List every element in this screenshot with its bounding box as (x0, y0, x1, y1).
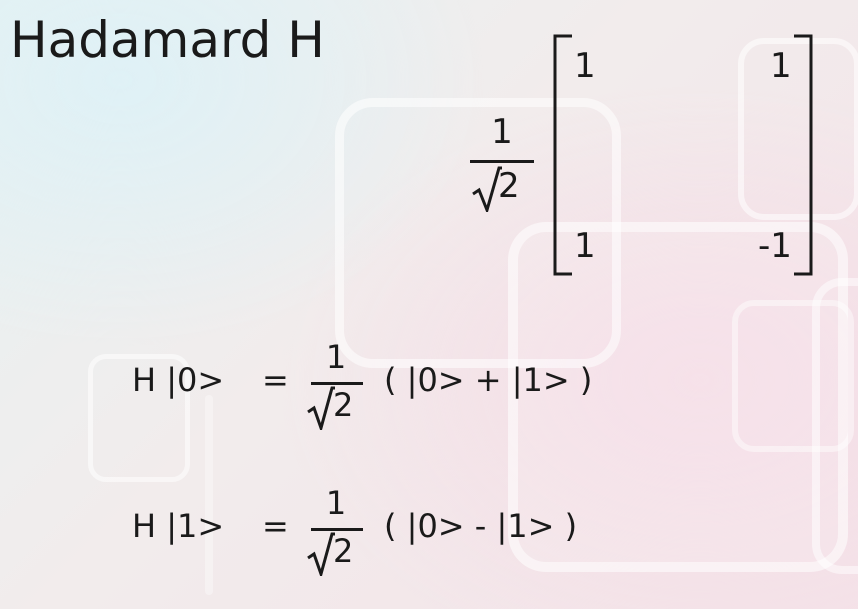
prefactor-radicand: 2 (333, 532, 354, 570)
square-root-icon (472, 166, 502, 212)
equation-2-rhs: ( |0> - |1> ) (384, 507, 578, 545)
equation-1-rhs: ( |0> + |1> ) (384, 361, 593, 399)
equation-2-prefactor: 1 2 (307, 484, 365, 576)
prefactor-radicand: 2 (498, 166, 520, 206)
prefactor-radicand: 2 (333, 386, 354, 424)
decorative-rounded-square (812, 278, 858, 574)
square-root-icon (307, 386, 335, 430)
matrix-cell-r2c1: 1 (574, 226, 596, 266)
equation-1-prefactor: 1 2 (307, 338, 365, 430)
prefactor-numerator: 1 (325, 338, 347, 376)
fraction-bar (470, 160, 534, 163)
left-bracket-icon (553, 34, 572, 276)
matrix-cell-r1c2: 1 (770, 46, 792, 86)
decorative-rounded-square (732, 300, 854, 452)
prefactor-denominator: 2 (307, 530, 365, 576)
decorative-stripe (205, 395, 213, 595)
equation-2-lhs: H |1> (132, 507, 225, 545)
matrix-cell-r1c1: 1 (574, 46, 596, 86)
equation-1-lhs: H |0> (132, 361, 225, 399)
fraction-bar (311, 382, 363, 385)
prefactor-denominator: 2 (307, 384, 365, 430)
right-bracket-icon (794, 34, 813, 276)
prefactor-numerator: 1 (491, 112, 513, 152)
square-root-icon (307, 532, 335, 576)
slide-title: Hadamard H (10, 11, 325, 69)
equation-1-equals: = (262, 361, 289, 399)
matrix-prefactor: 1 2 (470, 112, 534, 212)
matrix-cell-r2c2: -1 (758, 226, 792, 266)
equation-2-equals: = (262, 507, 289, 545)
prefactor-denominator: 2 (470, 164, 534, 212)
fraction-bar (311, 528, 363, 531)
prefactor-numerator: 1 (325, 484, 347, 522)
